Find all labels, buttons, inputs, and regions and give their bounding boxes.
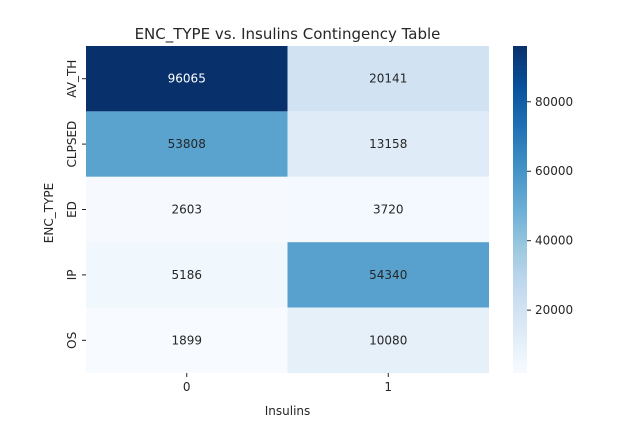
colorbar-tick-label: 60000: [535, 164, 573, 178]
y-tick-label: ED: [65, 201, 79, 218]
y-tick-label: OS: [65, 332, 79, 349]
colorbar: [513, 46, 527, 373]
heatmap-cell-ip-1: [287, 242, 489, 308]
cell-value-label: 53808: [168, 137, 206, 151]
y-tick-label: IP: [65, 270, 79, 281]
heatmap-cell-os-0: [86, 307, 288, 373]
colorbar-ticks: 20000 40000 60000 80000: [527, 95, 573, 317]
chart-title: ENC_TYPE vs. Insulins Contingency Table: [134, 25, 441, 43]
heatmap-cell-av-th-0: [86, 46, 288, 112]
cell-value-label: 2603: [171, 203, 202, 217]
heatmap-cell-clpsed-1: [287, 111, 489, 177]
cell-value-label: 20141: [369, 72, 407, 86]
cell-value-label: 96065: [168, 72, 206, 86]
cell-value-label: 54340: [369, 268, 407, 282]
colorbar-tick-label: 80000: [535, 95, 573, 109]
heatmap-cell-clpsed-0: [86, 111, 288, 177]
x-tick-label: 0: [183, 380, 191, 394]
heatmap-cell-ed-0: [86, 176, 288, 243]
cell-value-label: 5186: [171, 268, 202, 282]
heatmap-cells: [86, 46, 489, 373]
y-tick-label: CLPSED: [65, 121, 79, 168]
x-axis-label: Insulins: [264, 404, 311, 418]
cell-value-label: 13158: [369, 137, 407, 151]
colorbar-tick-label: 20000: [535, 303, 573, 317]
heatmap-cell-ip-0: [86, 242, 288, 308]
cell-value-label: 3720: [373, 203, 404, 217]
colorbar-tick-label: 40000: [535, 234, 573, 248]
heatmap-cell-os-1: [287, 307, 489, 373]
heatmap-cell-ed-1: [287, 176, 489, 243]
y-tick-label: AV_TH: [65, 60, 79, 98]
y-axis-label: ENC_TYPE: [42, 183, 56, 243]
y-axis: AV_TH CLPSED ED IP OS: [65, 60, 86, 349]
x-tick-label: 1: [384, 380, 392, 394]
cell-annotations: 96065 20141 53808 13158 2603 3720 5186 54340 189…: [168, 72, 408, 348]
cell-value-label: 1899: [171, 333, 202, 347]
heatmap-cell-av-th-1: [287, 46, 489, 112]
cell-value-label: 10080: [369, 333, 407, 347]
